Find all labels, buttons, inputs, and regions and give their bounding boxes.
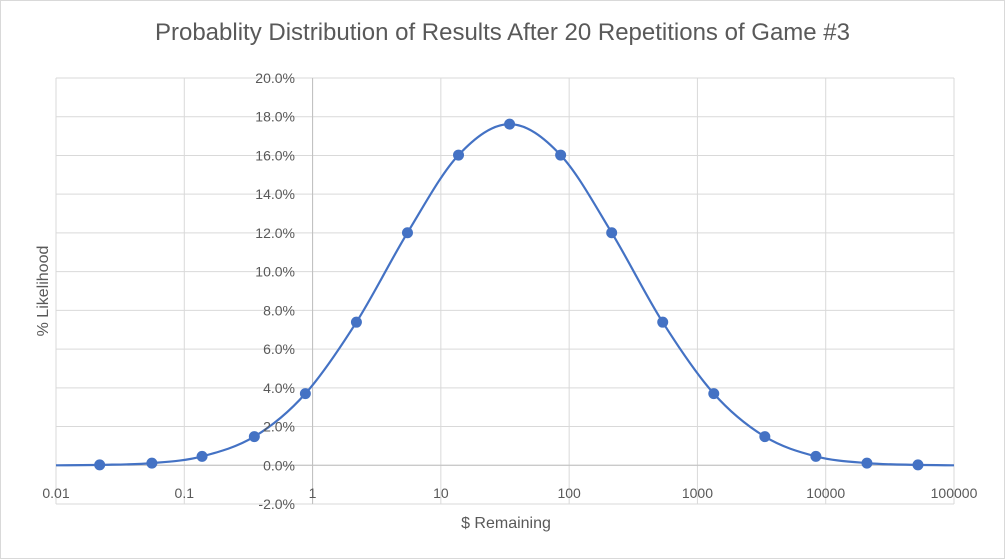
x-tick-label: 0.01 [42,485,69,501]
data-points [94,118,924,471]
grid-lines [55,77,955,505]
y-tick-label: 12.0% [255,225,295,241]
x-tick-label: 10000 [806,485,845,501]
data-point [708,388,720,400]
y-tick-label: 4.0% [263,380,295,396]
y-tick-label: 16.0% [255,147,295,163]
x-tick-label: 100 [557,485,581,501]
data-point [146,457,158,469]
y-tick-label: 18.0% [255,109,295,125]
data-point [248,431,260,443]
x-tick-label: 100000 [931,485,978,501]
x-tick-label: 10 [433,485,449,501]
data-point [196,450,208,462]
data-point [606,227,618,239]
tick-labels: -2.0% 0.0% 2.0% 4.0% 6.0% 8.0% 10.0% 12.0% 14.0%… [42,70,977,512]
y-tick-label: 0.0% [263,457,295,473]
x-tick-label: 1000 [682,485,713,501]
data-point [912,459,924,471]
data-point [453,149,465,161]
y-tick-label: -2.0% [258,496,295,512]
y-tick-label: 10.0% [255,264,295,280]
x-tick-label: 1 [309,485,317,501]
y-tick-label: 2.0% [263,419,295,435]
axes [56,78,954,504]
data-point [555,149,567,161]
x-tick-label: 0.1 [175,485,195,501]
data-point [759,431,771,443]
x-axis-title: $ Remaining [461,515,551,532]
series-line [55,122,955,467]
data-point [299,388,311,400]
y-tick-label: 8.0% [263,302,295,318]
y-axis-title: % Likelihood [35,246,52,337]
data-point [401,227,413,239]
y-tick-label: 14.0% [255,186,295,202]
data-point [657,316,669,328]
y-tick-label: 6.0% [263,341,295,357]
data-point [94,459,106,471]
chart-title: Probablity Distribution of Results After… [154,19,850,46]
y-tick-label: 20.0% [255,70,295,86]
data-point [810,450,822,462]
data-point [861,457,873,469]
data-point [350,316,362,328]
series-line-layer [55,122,955,467]
data-point [504,118,516,130]
